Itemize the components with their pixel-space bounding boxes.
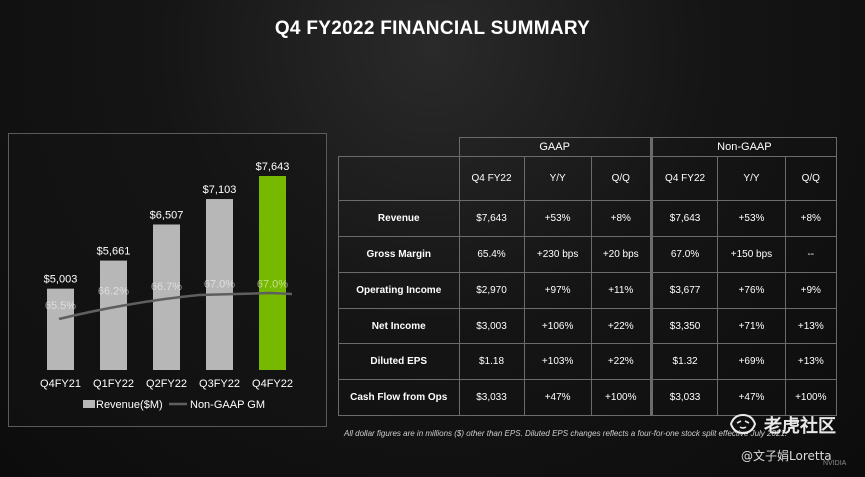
gm-value-label: 65.5% <box>45 300 76 312</box>
table-cell: +100% <box>784 379 838 416</box>
table-cell: $3,350 <box>649 307 719 345</box>
nvidia-logo-text: NVIDIA <box>823 460 847 467</box>
col-header: Y/Y <box>717 156 786 202</box>
x-tick-label: Q3FY22 <box>199 378 240 390</box>
table-cell: $3,677 <box>649 271 719 309</box>
gm-line <box>58 291 293 321</box>
table-cell: $7,643 <box>458 200 525 238</box>
table-cell: $1.18 <box>458 343 525 381</box>
table-cell: +13% <box>784 307 838 345</box>
revenue-bar <box>47 288 74 370</box>
table-row-diluted-eps: Diluted EPS $1.18 +103% +22% $1.32 +69% … <box>338 343 838 381</box>
table-cell: +8% <box>784 200 838 238</box>
col-header: Y/Y <box>523 156 592 202</box>
col-header: Q4 FY22 <box>458 156 525 202</box>
table-cell: -- <box>784 236 838 273</box>
table-cell: +150 bps <box>717 236 786 273</box>
tiger-logo-icon <box>729 413 757 435</box>
table-cell: +8% <box>590 200 652 238</box>
table-cell: $1.32 <box>649 343 719 381</box>
table-cell: +13% <box>784 343 838 381</box>
row-label: Diluted EPS <box>338 343 460 381</box>
table-row-revenue: Revenue $7,643 +53% +8% $7,643 +53% +8% <box>338 200 838 238</box>
table-row-net-income: Net Income $3,003 +106% +22% $3,350 +71%… <box>338 307 838 345</box>
table-row-gross-margin: Gross Margin 65.4% +230 bps +20 bps 67.0… <box>338 236 838 273</box>
bar-value-label: $5,661 <box>97 246 131 258</box>
table-cell: $3,033 <box>649 379 719 416</box>
table-cell: +20 bps <box>590 236 652 273</box>
financial-table: GAAP Non-GAAP Q4 FY22 Y/Y Q/Q Q4 FY22 Y/… <box>338 136 838 416</box>
table-cell: +106% <box>523 307 592 345</box>
x-tick-label: Q4FY22 <box>252 378 293 390</box>
table-cell: +53% <box>717 200 786 238</box>
gm-value-label: 66.2% <box>98 286 129 298</box>
bar-value-label: $6,507 <box>150 209 184 221</box>
row-label: Cash Flow from Ops <box>338 379 460 416</box>
table-cell: $7,643 <box>649 200 719 238</box>
table-cell: +100% <box>590 379 652 416</box>
col-header: Q4 FY22 <box>649 156 719 202</box>
col-header: Q/Q <box>784 156 838 202</box>
row-label: Operating Income <box>338 271 460 309</box>
legend-revenue-swatch <box>83 400 95 408</box>
bar-value-label: $5,003 <box>44 274 78 286</box>
table-cell: +230 bps <box>523 236 592 273</box>
x-tick-label: Q2FY22 <box>146 378 187 390</box>
group-header-gaap: GAAP <box>458 136 652 158</box>
table-cell: +76% <box>717 271 786 309</box>
gm-value-label: 66.7% <box>151 281 182 293</box>
revenue-bar <box>100 260 127 370</box>
table-row-cash-flow: Cash Flow from Ops $3,033 +47% +100% $3,… <box>338 379 838 416</box>
x-tick-label: Q1FY22 <box>93 378 134 390</box>
table-cell: 67.0% <box>649 236 719 273</box>
table-cell: +47% <box>523 379 592 416</box>
revenue-chart-panel: $5,003 Q4FY21 $5,661 Q1FY22 $6,507 Q2FY22 $7,1… <box>8 133 327 427</box>
table-cell: +22% <box>590 343 652 381</box>
gm-value-label: 67.0% <box>257 279 288 291</box>
legend-revenue-label: Revenue($M) <box>96 399 163 411</box>
table-cell: +9% <box>784 271 838 309</box>
table-cell: +97% <box>523 271 592 309</box>
legend-gm-label: Non-GAAP GM <box>190 399 265 411</box>
x-tick-label: Q4FY21 <box>40 378 81 390</box>
table-cell: $3,003 <box>458 307 525 345</box>
table-corner-cell <box>338 137 460 158</box>
watermark-user: @文子娟Loretta <box>741 449 832 463</box>
group-header-nongaap: Non-GAAP <box>649 136 838 158</box>
footnote: All dollar figures are in millions ($) o… <box>344 429 788 438</box>
bar-value-label: $7,103 <box>203 184 237 196</box>
table-cell: +47% <box>717 379 786 416</box>
table-cell: $2,970 <box>458 271 525 309</box>
page-title: Q4 FY2022 FINANCIAL SUMMARY <box>274 18 591 39</box>
revenue-chart: $5,003 Q4FY21 $5,661 Q1FY22 $6,507 Q2FY22 $7,1… <box>40 161 293 411</box>
gm-value-label: 67.0% <box>204 279 235 291</box>
col-header: Q/Q <box>590 156 652 202</box>
row-label-header <box>338 156 460 202</box>
table-cell: 65.4% <box>458 236 525 273</box>
table-cell: +22% <box>590 307 652 345</box>
revenue-bar <box>259 176 286 370</box>
bar-value-label: $7,643 <box>256 161 290 173</box>
table-cell: +53% <box>523 200 592 238</box>
row-label: Revenue <box>338 200 460 238</box>
row-label: Gross Margin <box>338 236 460 273</box>
row-label: Net Income <box>338 307 460 345</box>
table-cell: $3,033 <box>458 379 525 416</box>
revenue-bar <box>206 199 233 370</box>
table-row-operating-income: Operating Income $2,970 +97% +11% $3,677… <box>338 271 838 309</box>
watermark-brand: 老虎社区 <box>764 416 836 437</box>
table-cell: +11% <box>590 271 652 309</box>
table-cell: +103% <box>523 343 592 381</box>
table-cell: +71% <box>717 307 786 345</box>
table-cell: +69% <box>717 343 786 381</box>
